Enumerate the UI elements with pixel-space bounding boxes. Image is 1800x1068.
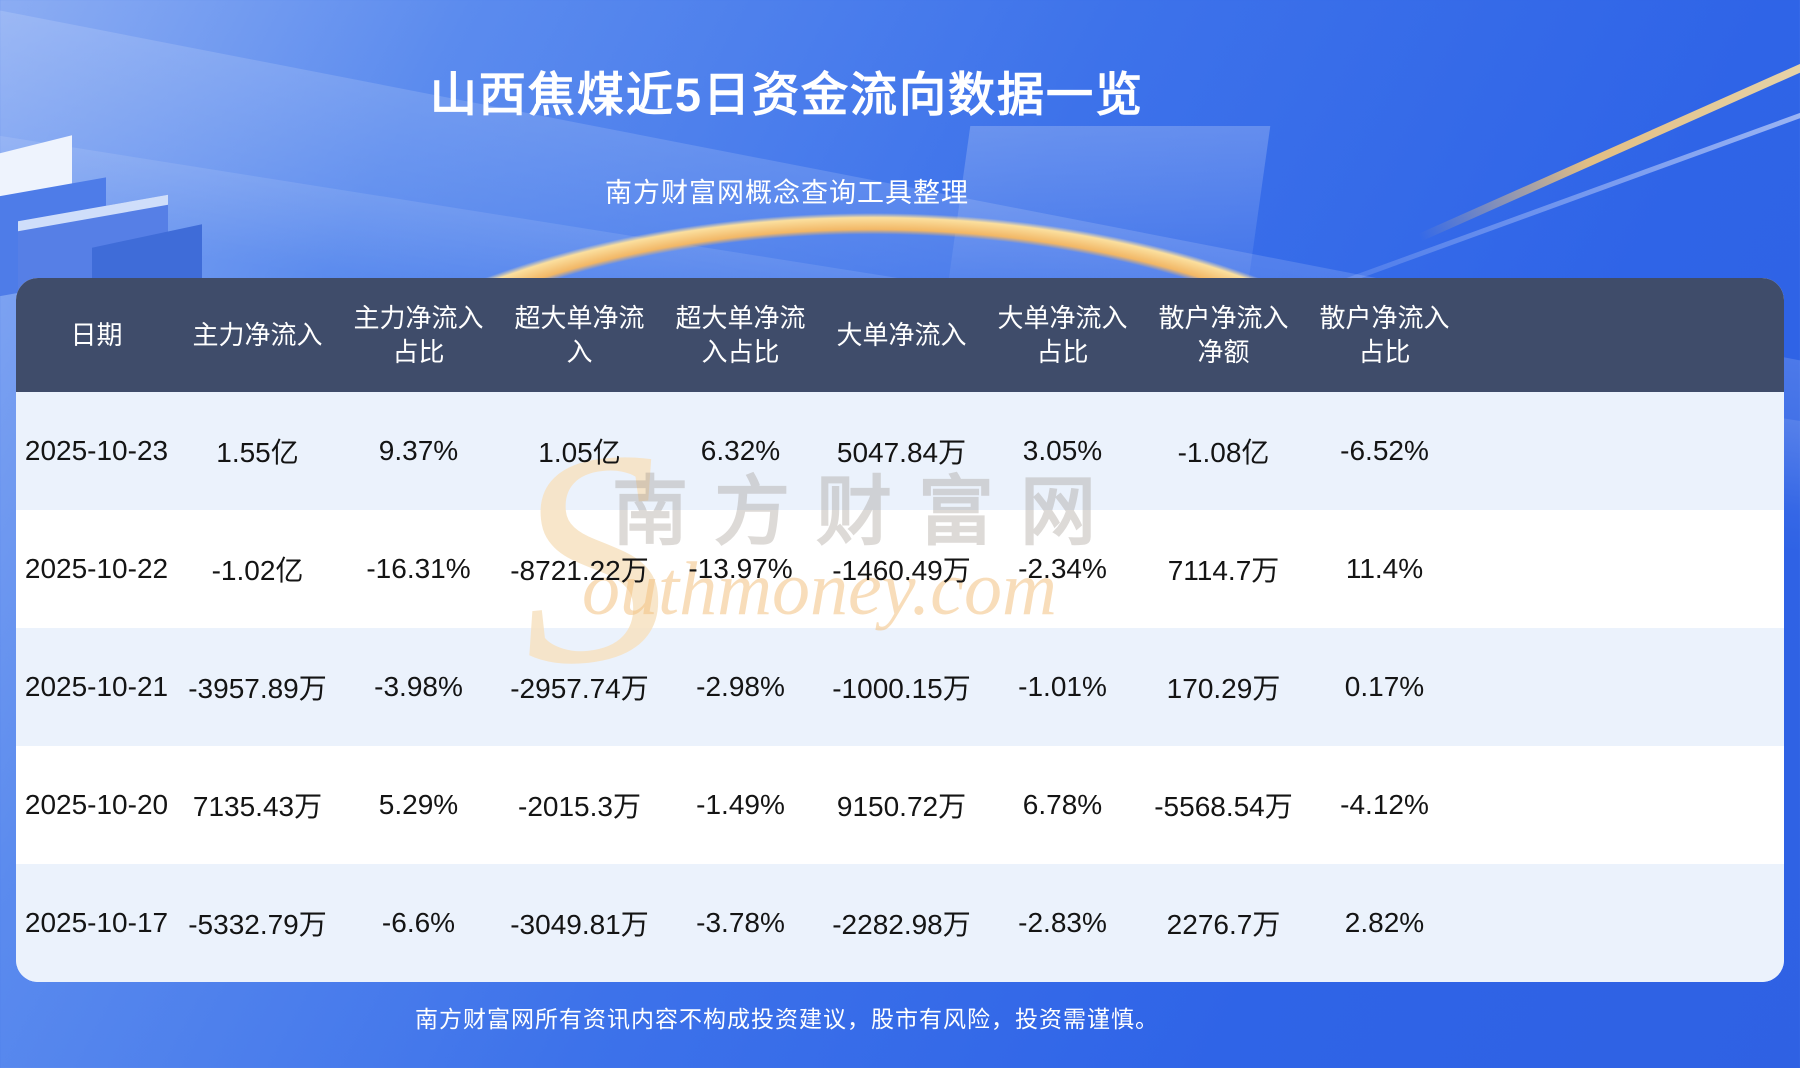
column-header: 超大单净流入 [514, 303, 645, 367]
value-cell: 11.4% [1345, 553, 1424, 584]
value-cell: -5332.79万 [188, 909, 327, 940]
column-header: 主力净流入占比 [353, 303, 484, 367]
date-cell: 2025-10-22 [24, 553, 169, 584]
page-title: 山西焦煤近5日资金流向数据一览 [429, 68, 1145, 121]
column-header: 散户净流入占比 [1319, 303, 1450, 367]
date-cell: 2025-10-17 [24, 907, 169, 938]
value-cell: -1.01% [1018, 671, 1107, 702]
date-cell: 2025-10-23 [24, 435, 169, 466]
value-cell: -2015.3万 [518, 791, 641, 822]
row-filler [1465, 510, 1784, 628]
table-header-row: 日期 主力净流入 主力净流入占比 超大单净流入 超大单净流入占比 大单净流入 大单净流入占比… [16, 278, 1784, 392]
value-cell: -6.52% [1340, 435, 1429, 466]
value-cell: -1460.49万 [832, 555, 971, 586]
header-filler [1465, 278, 1784, 392]
column-header: 大单净流入占比 [997, 303, 1128, 367]
value-cell: 6.32% [700, 435, 781, 466]
value-cell: -3049.81万 [510, 909, 649, 940]
value-cell: -3957.89万 [188, 673, 327, 704]
column-header: 主力净流入 [192, 320, 323, 350]
value-cell: 7135.43万 [192, 791, 323, 822]
value-cell: 9.37% [378, 435, 459, 466]
value-cell: -2.98% [696, 671, 785, 702]
table-row: 2025-10-17 -5332.79万 -6.6% -3049.81万 -3.78% -… [16, 864, 1784, 982]
value-cell: -2957.74万 [510, 673, 649, 704]
row-filler [1465, 864, 1784, 982]
value-cell: -2282.98万 [832, 909, 971, 940]
value-cell: -13.97% [688, 553, 793, 584]
value-cell: -5568.54万 [1154, 791, 1293, 822]
value-cell: -1.49% [696, 789, 785, 820]
row-filler [1465, 746, 1784, 864]
value-cell: -1000.15万 [832, 673, 971, 704]
date-cell: 2025-10-20 [24, 789, 169, 820]
column-header: 散户净流入净额 [1158, 303, 1289, 367]
table-row: 2025-10-22 -1.02亿 -16.31% -8721.22万 -13.97% -… [16, 510, 1784, 628]
table-row: 2025-10-21 -3957.89万 -3.98% -2957.74万 -2.98%… [16, 628, 1784, 746]
value-cell: 0.17% [1344, 671, 1425, 702]
table-row: 2025-10-20 7135.43万 5.29% -2015.3万 -1.49% 915… [16, 746, 1784, 864]
table-row: 2025-10-23 1.55亿 9.37% 1.05亿 6.32% 5047.84万 3.… [16, 392, 1784, 510]
value-cell: -3.98% [374, 671, 463, 702]
value-cell: -1.08亿 [1177, 437, 1270, 468]
value-cell: -6.6% [381, 907, 456, 938]
value-cell: 7114.7万 [1167, 555, 1280, 586]
value-cell: 2.82% [1344, 907, 1425, 938]
row-filler [1465, 392, 1784, 510]
value-cell: 5047.84万 [836, 437, 967, 468]
table-body: 2025-10-23 1.55亿 9.37% 1.05亿 6.32% 5047.84万 3.… [16, 392, 1784, 982]
disclaimer-text: 南方财富网所有资讯内容不构成投资建议，股市有风险，投资需谨慎。 [415, 1006, 1159, 1032]
value-cell: 2276.7万 [1166, 909, 1281, 940]
hero-header: 山西焦煤近5日资金流向数据一览 南方财富网概念查询工具整理 [0, 0, 1574, 210]
value-cell: 5.29% [378, 789, 459, 820]
column-header: 日期 [70, 320, 123, 350]
value-cell: 1.55亿 [216, 437, 299, 468]
value-cell: 9150.72万 [836, 791, 967, 822]
value-cell: 1.05亿 [538, 437, 621, 468]
value-cell: -8721.22万 [510, 555, 649, 586]
value-cell: 6.78% [1022, 789, 1103, 820]
date-cell: 2025-10-21 [24, 671, 169, 702]
value-cell: -2.34% [1018, 553, 1107, 584]
value-cell: -1.02亿 [211, 555, 304, 586]
value-cell: 170.29万 [1166, 673, 1281, 704]
page-subtitle: 南方财富网概念查询工具整理 [605, 178, 969, 208]
column-header: 大单净流入 [836, 320, 967, 350]
value-cell: -4.12% [1340, 789, 1429, 820]
column-header: 超大单净流入占比 [675, 303, 806, 367]
value-cell: -16.31% [366, 553, 471, 584]
value-cell: -3.78% [696, 907, 785, 938]
fund-flow-table: S 南方财富网 outhmoney.com 日期 主力净流入 主力净流入占比 超大单净… [16, 278, 1784, 982]
row-filler [1465, 628, 1784, 746]
value-cell: 3.05% [1022, 435, 1103, 466]
value-cell: -2.83% [1018, 907, 1107, 938]
